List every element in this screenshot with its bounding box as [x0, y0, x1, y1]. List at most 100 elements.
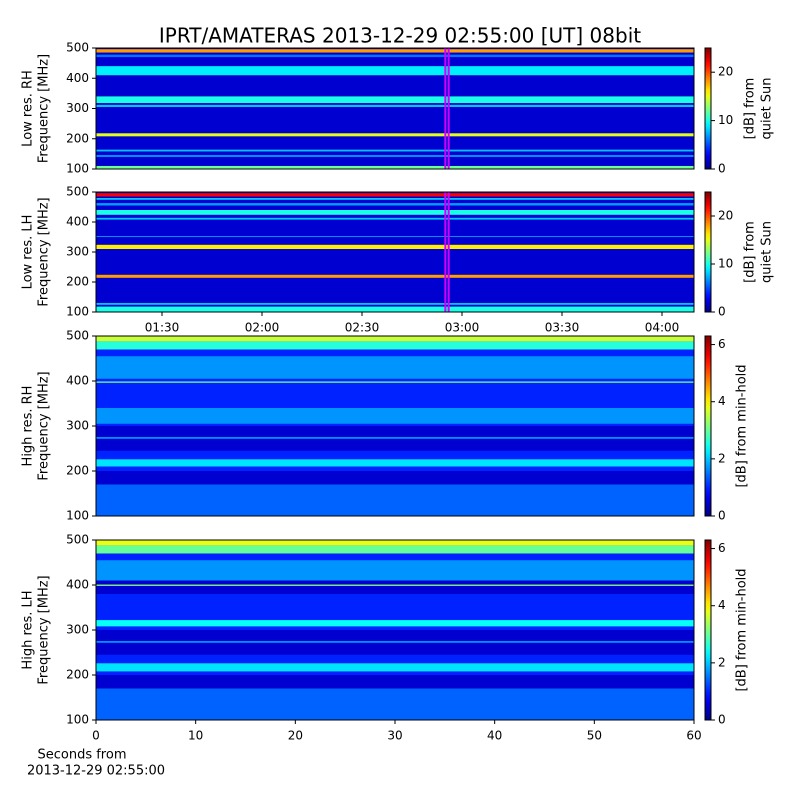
y-tick-label: 100 [66, 162, 89, 176]
band [96, 274, 694, 278]
colorbar-tick-label: 0 [718, 162, 726, 176]
y-axis-label: Frequency [MHz] [37, 575, 52, 684]
band [96, 54, 694, 58]
band [96, 381, 694, 383]
band [96, 459, 694, 467]
y-tick-label: 100 [66, 713, 89, 727]
y-tick-label: 400 [66, 578, 89, 592]
band [96, 641, 694, 643]
band [96, 49, 694, 53]
colorbar-tick-label: 0 [718, 305, 726, 319]
y-tick-label: 500 [66, 41, 89, 55]
colorbar-tick-label: 6 [718, 541, 726, 555]
y-tick-label: 300 [66, 623, 89, 637]
y-tick-label: 100 [66, 305, 89, 319]
colorbar [704, 47, 712, 170]
band [96, 306, 694, 312]
band [96, 104, 694, 107]
band [96, 580, 694, 594]
band [96, 198, 694, 200]
x-axis-label: Seconds from [37, 748, 126, 763]
y-tick-label: 100 [66, 509, 89, 523]
band [96, 584, 694, 586]
y-tick-label: 300 [66, 245, 89, 259]
band [96, 540, 694, 546]
band [96, 620, 694, 627]
y-tick-label: 300 [66, 101, 89, 115]
y-tick-label: 400 [66, 71, 89, 85]
x-tick-label: 02:00 [245, 321, 280, 335]
band [96, 193, 694, 197]
colorbar-tick-label: 0 [718, 713, 726, 727]
x-axis-label: 2013-12-29 02:55:00 [27, 764, 165, 779]
band [96, 203, 694, 206]
band [96, 356, 694, 379]
y-tick-label: 500 [66, 533, 89, 547]
y-tick-label: 500 [66, 185, 89, 199]
colorbar-label: [dB] from min-hold [735, 568, 750, 691]
y-axis-label: High res. RH [21, 386, 36, 467]
x-tick-label: 01:30 [145, 321, 180, 335]
figure-title: IPRT/AMATERAS 2013-12-29 02:55:00 [UT] 0… [159, 24, 641, 48]
y-axis-label: Frequency [MHz] [37, 197, 52, 306]
band [96, 484, 694, 516]
y-axis-label: Frequency [MHz] [37, 371, 52, 480]
x-tick-label: 04:00 [645, 321, 680, 335]
band [96, 96, 694, 104]
band [96, 471, 694, 485]
band [96, 545, 694, 554]
colorbar [704, 191, 712, 313]
band [96, 149, 694, 152]
colorbar-tick-label: 4 [718, 394, 726, 408]
band [96, 165, 694, 169]
band [96, 341, 694, 350]
colorbar-tick-label: 10 [718, 113, 733, 127]
x-tick-label: 02:30 [345, 321, 380, 335]
y-tick-label: 200 [66, 275, 89, 289]
colorbar-tick-label: 0 [718, 509, 726, 523]
x-tick-label: 60 [686, 729, 701, 743]
y-tick-label: 400 [66, 374, 89, 388]
colorbar-tick-label: 2 [718, 655, 726, 669]
band [96, 66, 694, 76]
colorbar-tick-label: 4 [718, 598, 726, 612]
y-axis-label: High res. LH [21, 590, 36, 669]
band [96, 437, 694, 439]
band [96, 217, 694, 220]
colorbar-label: quiet Sun [760, 77, 775, 139]
y-tick-label: 200 [66, 668, 89, 682]
colorbar-tick-label: 6 [718, 337, 726, 351]
y-tick-label: 200 [66, 131, 89, 145]
y-axis-label: Low res. LH [21, 215, 36, 290]
x-tick-label: 03:00 [445, 321, 480, 335]
x-tick-label: 30 [387, 729, 402, 743]
band [96, 663, 694, 672]
x-tick-label: 20 [288, 729, 303, 743]
x-tick-label: 50 [587, 729, 602, 743]
band [96, 688, 694, 720]
band [96, 336, 694, 342]
colorbar-tick-label: 20 [718, 65, 733, 79]
band [96, 133, 694, 137]
band [96, 236, 694, 237]
band [96, 155, 694, 157]
colorbar-tick-label: 10 [718, 257, 733, 271]
colorbar [704, 539, 712, 721]
colorbar [704, 335, 712, 517]
band [96, 244, 694, 249]
x-tick-label: 40 [487, 729, 502, 743]
band [96, 210, 694, 215]
x-tick-label: 0 [92, 729, 100, 743]
colorbar-tick-label: 2 [718, 451, 726, 465]
band [96, 675, 694, 689]
x-tick-label: 03:30 [545, 321, 580, 335]
y-axis-label: Frequency [MHz] [37, 54, 52, 163]
band [96, 303, 694, 305]
y-tick-label: 300 [66, 419, 89, 433]
x-tick-label: 10 [188, 729, 203, 743]
y-axis-label: Low res. RH [21, 70, 36, 147]
colorbar-label: [dB] from [743, 78, 758, 140]
colorbar-tick-label: 20 [718, 209, 733, 223]
colorbar-label: quiet Sun [760, 221, 775, 283]
y-tick-label: 500 [66, 329, 89, 343]
